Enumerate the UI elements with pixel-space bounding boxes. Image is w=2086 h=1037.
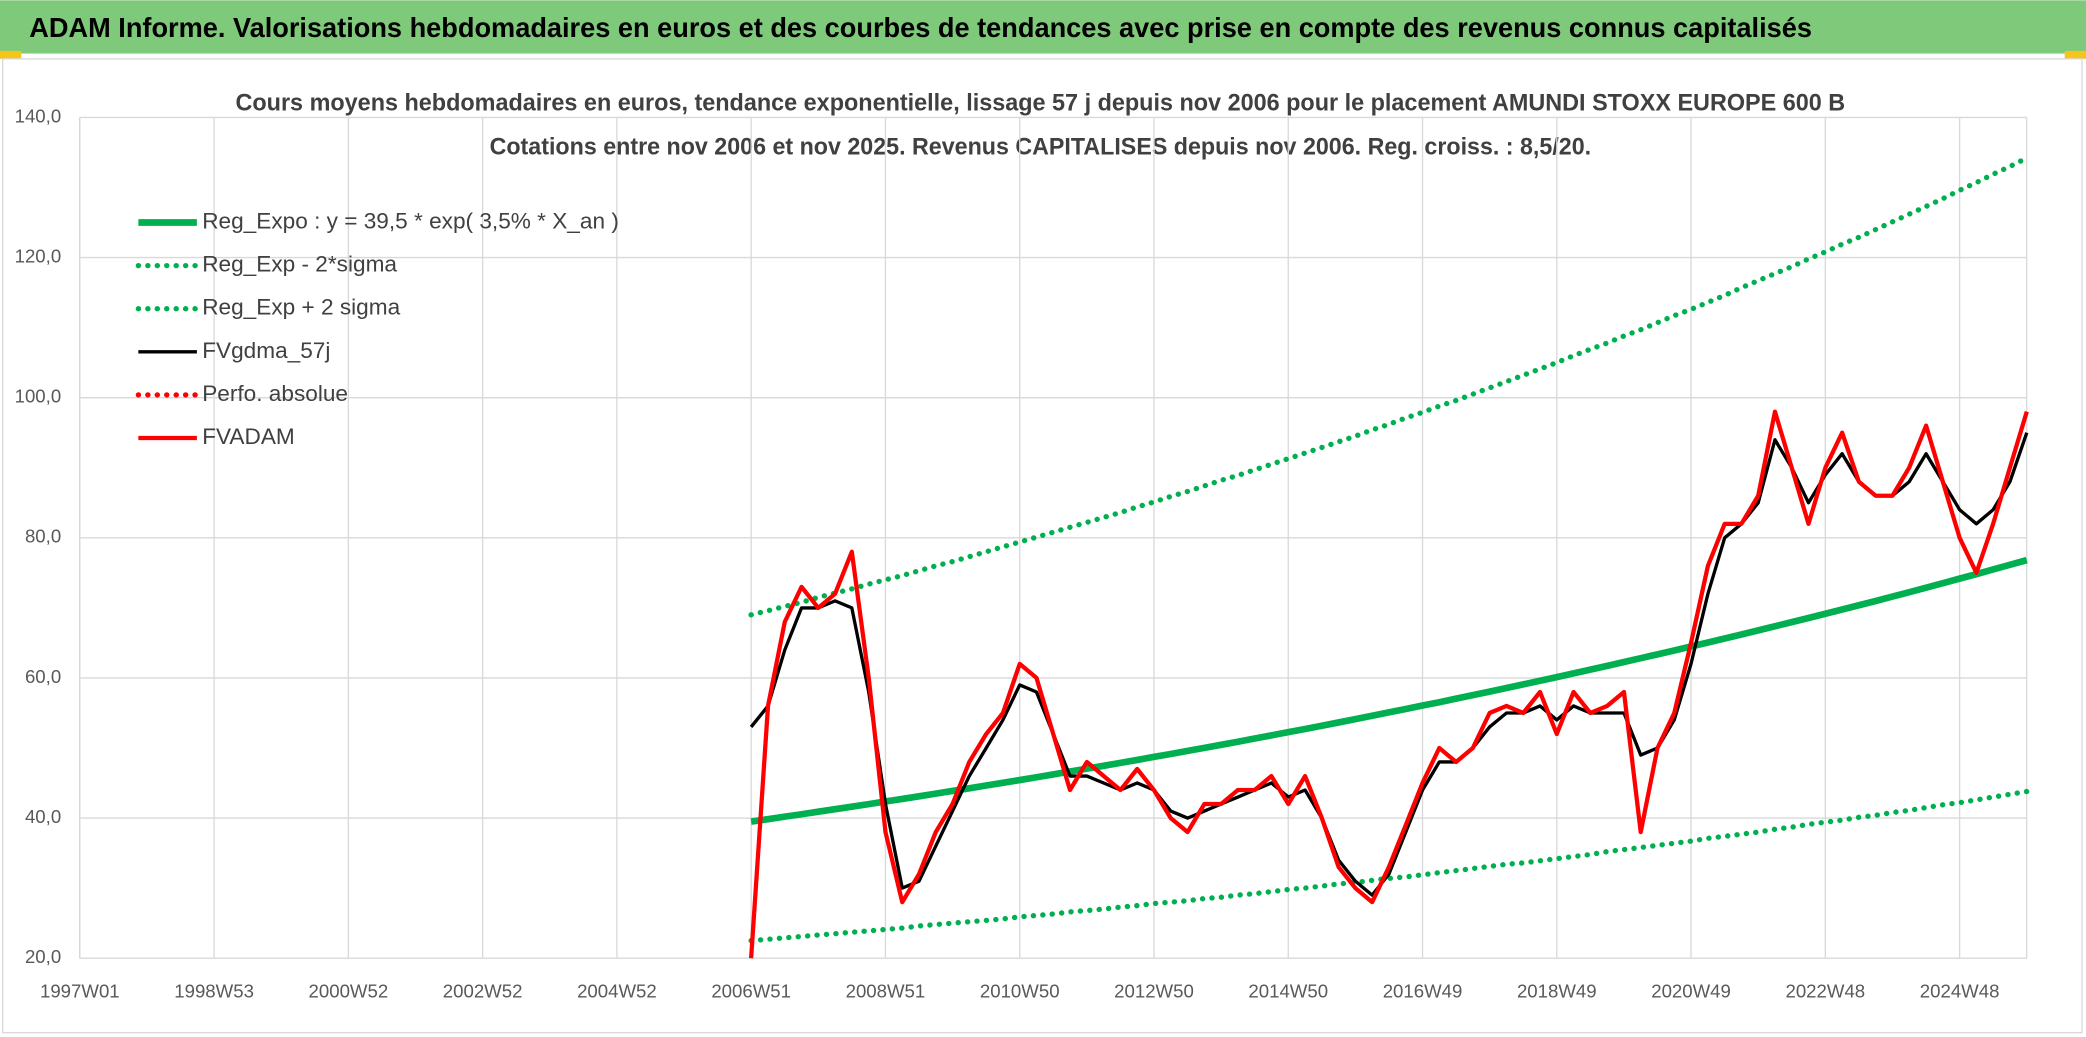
- x-tick-label: 2008W51: [846, 981, 926, 1002]
- x-tick-label: 1997W01: [40, 981, 120, 1002]
- y-tick-label: 100,0: [15, 386, 62, 407]
- y-tick-label: 20,0: [25, 946, 61, 967]
- y-tick-label: 60,0: [25, 666, 61, 687]
- y-tick-label: 40,0: [25, 806, 61, 827]
- series-line: [748, 409, 2029, 959]
- x-tick-label: 2018W49: [1517, 981, 1597, 1002]
- x-tick-label: 2010W50: [980, 981, 1060, 1002]
- x-tick-label: 2020W49: [1651, 981, 1731, 1002]
- x-tick-label: 2002W52: [443, 981, 523, 1002]
- legend-label: FVgdma_57j: [202, 338, 330, 363]
- chart-title: Cours moyens hebdomadaires en euros, ten…: [235, 89, 1845, 116]
- series-line: [748, 155, 2030, 618]
- series-line: [748, 788, 2030, 944]
- grid: 20,0 40,0 60,0 80,0 100,0 120,0 140,0 1997W01 19…: [15, 105, 2028, 1002]
- plot: [748, 155, 2030, 959]
- x-tick-label: 2014W50: [1248, 981, 1328, 1002]
- y-tick-label: 140,0: [15, 105, 62, 126]
- legend-label: Reg_Expo : y = 39,5 * exp( 3,5% * X_an ): [202, 208, 619, 233]
- legend: Reg_Expo : y = 39,5 * exp( 3,5% * X_an )…: [135, 208, 619, 449]
- x-tick-label: 2016W49: [1383, 981, 1463, 1002]
- x-tick-label: 1998W53: [174, 981, 254, 1002]
- legend-label: Reg_Exp - 2*sigma: [202, 252, 397, 277]
- header-title: ADAM Informe. Valorisations hebdomadaire…: [29, 12, 1812, 43]
- series-line: [749, 432, 2029, 897]
- y-tick-label: 80,0: [25, 526, 61, 547]
- legend-label: Perfo. absolue: [202, 381, 348, 406]
- legend-label: Reg_Exp + 2 sigma: [202, 295, 400, 320]
- x-tick-label: 2004W52: [577, 981, 657, 1002]
- header-band: [0, 0, 2086, 54]
- corner: [0, 50, 22, 59]
- chart-border: [1, 58, 2083, 1034]
- x-tick-label: 2022W48: [1785, 981, 1865, 1002]
- y-tick-label: 120,0: [15, 245, 62, 266]
- x-tick-label: 2012W50: [1114, 981, 1194, 1002]
- chart-subtitle: Cotations entre nov 2006 et nov 2025. Re…: [490, 133, 1592, 160]
- x-tick-label: 2024W48: [1920, 981, 2000, 1002]
- x-tick-label: 2006W51: [711, 981, 791, 1002]
- legend-label: FVADAM: [202, 424, 295, 449]
- corner: [2064, 50, 2086, 59]
- x-tick-label: 2000W52: [309, 981, 389, 1002]
